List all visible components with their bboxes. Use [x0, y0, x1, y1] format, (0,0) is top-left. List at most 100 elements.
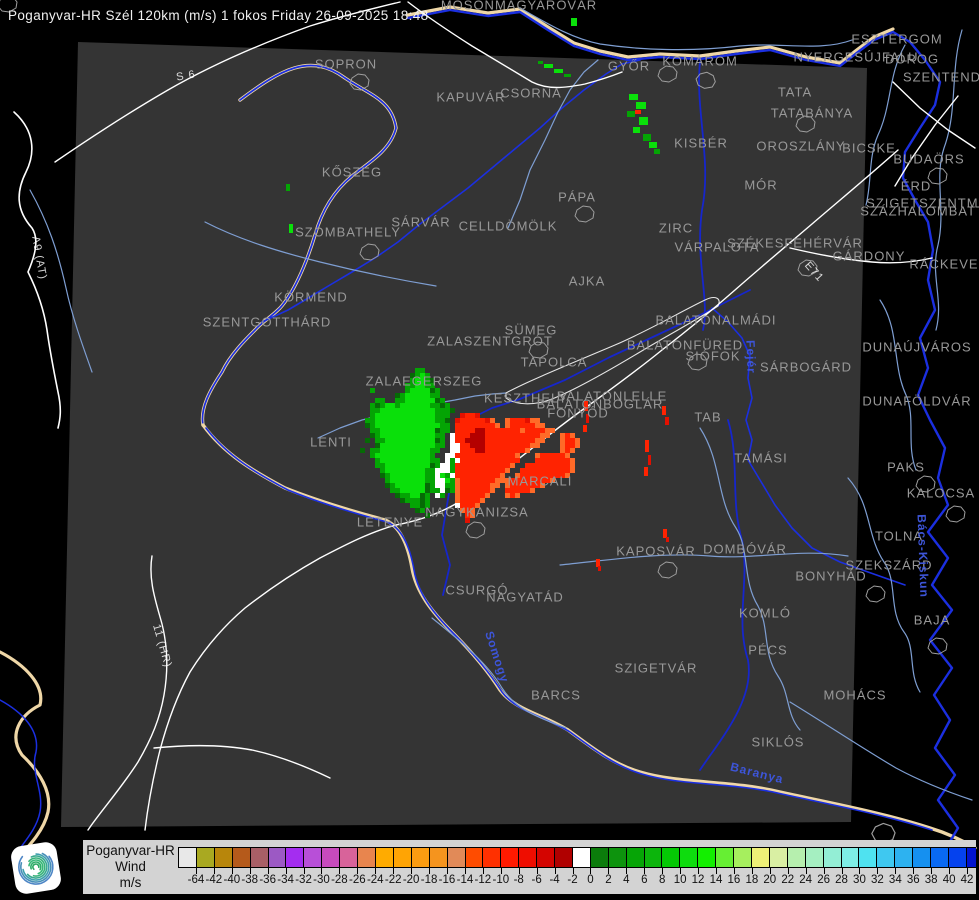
color-scale-cell	[662, 848, 681, 867]
scale-tick-label: -6	[531, 874, 542, 886]
spiral-icon	[18, 849, 54, 885]
scale-tick-label: -10	[492, 874, 510, 886]
color-scale-cell	[196, 848, 215, 867]
scale-tick	[518, 868, 520, 874]
scale-tick-label: 28	[835, 874, 848, 886]
color-scale-cell	[483, 848, 502, 867]
scale-tick	[429, 868, 431, 874]
river-sio	[711, 307, 906, 586]
scale-tick	[590, 868, 592, 874]
scale-tick	[339, 868, 341, 874]
scale-tick	[698, 868, 700, 874]
scale-tick	[267, 868, 269, 874]
color-scale-cell	[555, 848, 573, 867]
scale-tick	[195, 868, 197, 874]
color-scale-cell	[608, 848, 627, 867]
scale-tick	[393, 868, 395, 874]
scale-tick	[446, 868, 448, 874]
scale-tick	[715, 868, 717, 874]
lake-balaton-outline	[505, 297, 720, 405]
scale-tick	[375, 868, 377, 874]
scale-tick-label: 16	[727, 874, 741, 886]
county-border-komarom	[698, 61, 707, 331]
scale-tick-label: -22	[384, 874, 402, 886]
scale-tick	[680, 868, 682, 874]
scale-tick-label: -2	[567, 874, 578, 886]
scale-tick	[787, 868, 789, 874]
scale-tick-label: 10	[673, 874, 687, 886]
scale-tick-label: 8	[658, 874, 666, 886]
scale-tick-label: 36	[906, 874, 920, 886]
scale-tick	[572, 868, 574, 874]
scale-tick	[877, 868, 879, 874]
scale-tick	[805, 868, 807, 874]
road-11hr	[87, 555, 168, 831]
scale-tick-label: -8	[513, 874, 524, 886]
scale-tick	[949, 868, 951, 874]
color-scale-cell	[340, 848, 359, 867]
color-scale-cell	[787, 848, 806, 867]
color-scale-cell	[913, 848, 932, 867]
scale-tick-label: 0	[587, 874, 594, 886]
color-scale-cell	[680, 848, 699, 867]
scale-tick-label: 6	[641, 874, 648, 886]
scale-tick-label: -36	[259, 874, 276, 886]
scale-tick-label: -42	[205, 874, 223, 886]
color-scale-cell	[859, 848, 878, 867]
color-scale-cell	[519, 848, 538, 867]
scale-tick-label: 32	[870, 874, 884, 886]
scale-tick-label: -30	[313, 874, 330, 886]
color-scale-cell	[966, 848, 976, 867]
scale-tick-label: 24	[799, 874, 813, 886]
logo-tile	[11, 842, 61, 894]
scale-tick	[626, 868, 628, 874]
border-west-blue	[201, 64, 397, 426]
color-scale-cell	[232, 848, 251, 867]
scale-tick	[895, 868, 897, 874]
scale-tick-label: 38	[924, 874, 938, 886]
river-danube	[406, 8, 960, 900]
scale-tick	[823, 868, 825, 874]
color-scale-cell	[877, 848, 896, 867]
color-scale-cell	[769, 848, 788, 867]
scale-tick-label: -34	[277, 874, 294, 886]
scale-tick-label: -4	[549, 874, 560, 886]
color-scale-cell	[322, 848, 341, 867]
color-scale-cell	[590, 848, 609, 867]
scale-tick-label: -38	[241, 874, 259, 886]
color-scale-cell	[358, 848, 376, 867]
color-scale-ticks	[178, 868, 976, 874]
color-scale-cell	[537, 848, 556, 867]
scale-tick	[931, 868, 933, 874]
radar-echo-layer	[286, 18, 669, 571]
color-scale-cell	[895, 848, 914, 867]
legend-panel: Poganyvar-HR Wind m/s -64 -42 -4 0 -38 -36 -34…	[83, 840, 976, 894]
color-scale-cell	[429, 848, 448, 867]
scale-tick	[303, 868, 305, 874]
scale-tick-label: -20	[402, 874, 420, 886]
color-scale-cell	[823, 848, 842, 867]
scale-tick	[769, 868, 771, 874]
legend-unit: m/s	[119, 875, 142, 890]
border-slovakia-tan	[406, 5, 895, 65]
color-scale-cell	[931, 848, 949, 867]
color-scale-cell	[286, 848, 305, 867]
color-scale-cell	[841, 848, 860, 867]
scale-tick-label: -28	[331, 874, 348, 886]
streams	[29, 7, 973, 801]
border-austria	[13, 111, 62, 429]
app-logo	[11, 842, 61, 894]
scale-tick	[213, 868, 215, 874]
legend-text: Poganyvar-HR Wind m/s	[83, 843, 178, 891]
scale-tick	[249, 868, 251, 874]
scale-tick	[231, 868, 233, 874]
road-s6	[54, 1, 401, 163]
color-scale-cell	[214, 848, 233, 867]
scale-tick-label: 18	[745, 874, 759, 886]
scale-tick-label: -24	[366, 874, 384, 886]
city-outlines	[0, 0, 966, 846]
scale-tick-label: -64	[187, 874, 205, 886]
color-scale-cell	[304, 848, 323, 867]
